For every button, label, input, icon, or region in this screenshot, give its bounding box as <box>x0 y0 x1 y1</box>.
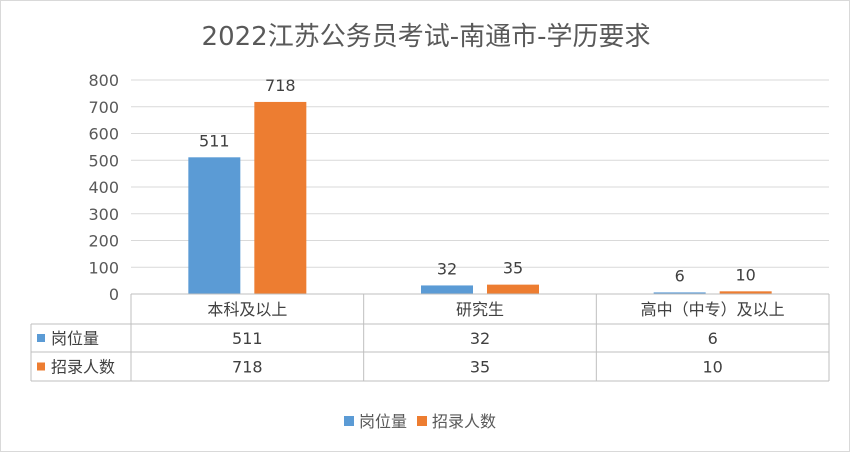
bar <box>188 157 241 294</box>
y-tick-label: 500 <box>88 151 119 170</box>
category-label: 研究生 <box>456 300 504 319</box>
table-cell-value: 32 <box>470 329 490 348</box>
bar <box>421 285 473 294</box>
bar <box>719 291 772 294</box>
y-tick-label: 400 <box>88 178 119 197</box>
table-cell-value: 10 <box>702 358 722 377</box>
y-tick-label: 600 <box>88 125 119 144</box>
table-series-name: 岗位量 <box>51 329 99 348</box>
category-label: 高中（中专）及以上 <box>641 300 785 319</box>
legend-label: 岗位量 <box>359 412 407 431</box>
y-tick-label: 800 <box>88 71 119 90</box>
bar-series <box>188 101 772 294</box>
table-cell-value: 6 <box>708 329 718 348</box>
category-label: 本科及以上 <box>207 300 287 319</box>
y-tick-label: 700 <box>88 98 119 117</box>
legend-key <box>344 416 354 426</box>
y-tick-label: 100 <box>88 258 119 277</box>
chart-title: 2022江苏公务员考试-南通市-学历要求 <box>202 22 651 52</box>
bar <box>487 284 539 294</box>
legend: 岗位量 招录人数 <box>344 412 496 431</box>
y-tick-label: 0 <box>109 285 119 304</box>
table-cell-value: 511 <box>232 329 263 348</box>
table-legend-key <box>37 334 45 342</box>
y-tick-label: 300 <box>88 205 119 224</box>
data-label: 6 <box>675 266 685 285</box>
data-label: 32 <box>437 259 457 278</box>
data-label: 511 <box>199 131 230 150</box>
bar <box>653 292 706 294</box>
y-tick-label: 200 <box>88 232 119 251</box>
data-labels: 511 718 32 35 6 10 <box>199 76 756 285</box>
bar <box>254 101 307 294</box>
table-cell-value: 718 <box>232 358 263 377</box>
data-label: 10 <box>735 265 755 284</box>
table-cell-value: 35 <box>470 358 490 377</box>
legend-key <box>417 416 427 426</box>
table-series-name: 招录人数 <box>51 358 115 377</box>
y-axis: 0 100 200 300 400 500 600 700 800 <box>88 71 119 304</box>
legend-label: 招录人数 <box>432 412 496 431</box>
grid-lines <box>131 79 829 295</box>
table-legend-key <box>37 362 45 371</box>
data-label: 35 <box>503 259 523 278</box>
data-label: 718 <box>265 76 296 95</box>
